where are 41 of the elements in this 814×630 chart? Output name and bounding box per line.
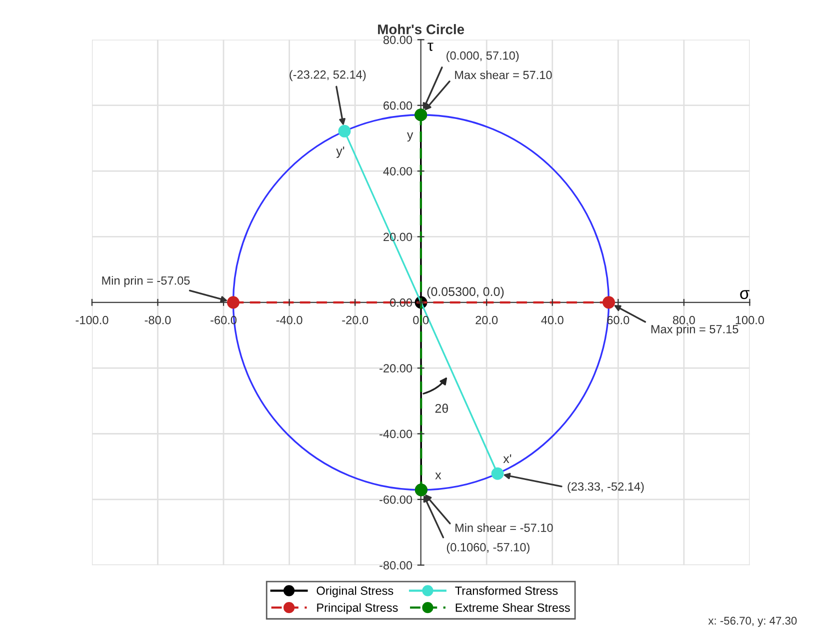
x-tick-label: -40.0 (276, 316, 302, 324)
annotation: Min prin = -57.05 (102, 276, 190, 288)
annotation: (0.000, 57.10) (446, 51, 519, 62)
text: x: -56.70, y: 47.30 (708, 616, 797, 627)
annotation: (23.33, -52.14) (568, 482, 644, 494)
x-tick-label: 40.0 (541, 316, 564, 324)
legend-label: Principal Stress (317, 603, 398, 614)
annotation: (-23.22, 52.14) (290, 70, 366, 82)
legend-label: Original Stress (316, 586, 394, 598)
annotation: Min shear = -57.10 (455, 523, 553, 532)
point (602, 296, 616, 309)
y-tick-label: -60.00 (380, 495, 412, 504)
x-tick-label: 80.0 (672, 316, 695, 324)
y-tick-label: -20.00 (380, 364, 412, 372)
annotation: (0.1060, -57.10) (446, 542, 530, 554)
y-tick-label: 80.00 (383, 36, 412, 44)
annotation: (0.05300, 0.0) (427, 286, 504, 298)
y-axis-title: τ (428, 42, 434, 51)
x-tick-label: 20.0 (476, 316, 498, 324)
annotation: 2θ (435, 404, 448, 413)
annotation: Max shear = 57.10 (455, 70, 552, 80)
y-tick-label: 40.00 (383, 167, 412, 176)
y-tick-label: -80.00 (380, 561, 412, 570)
point (226, 296, 240, 309)
x-tick-label: 100.0 (736, 316, 764, 324)
annotation: y' (336, 146, 344, 158)
point (491, 467, 504, 480)
annotation: x (435, 472, 442, 480)
y-tick-label: -40.00 (380, 430, 412, 438)
legend-label: Extreme Shear Stress (456, 603, 570, 612)
x-axis-title: σ (740, 290, 750, 300)
annotation: y (406, 132, 414, 142)
y-tick-label: 60.00 (384, 101, 412, 110)
x-tick-label: -80.0 (144, 316, 171, 324)
legend-label: Transformed Stress (455, 586, 558, 595)
point (338, 124, 351, 138)
chart-title: Mohr's Circle (378, 24, 464, 34)
x-tick-label: -20.0 (342, 316, 368, 324)
annotation: x' (503, 454, 512, 463)
annotation: Max prin = 57.15 (651, 324, 738, 336)
x-tick-label: -100.0 (76, 316, 108, 324)
